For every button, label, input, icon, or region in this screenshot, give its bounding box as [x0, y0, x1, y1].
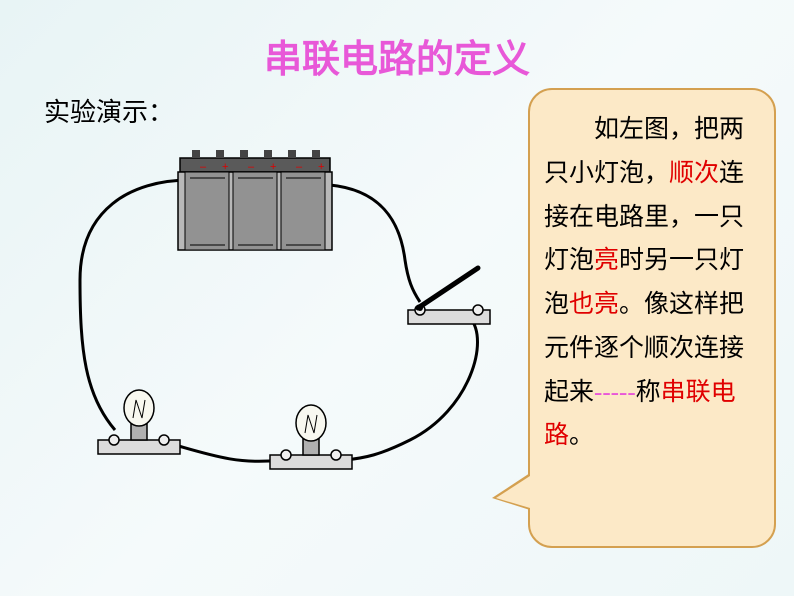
text-d: 亮	[594, 247, 619, 274]
text-h: -----	[594, 379, 636, 406]
subtitle: 实验演示：	[44, 92, 174, 129]
svg-text:–: –	[200, 161, 207, 173]
wire-top-right	[330, 185, 420, 302]
text-f: 也亮	[569, 291, 619, 318]
svg-text:+: +	[222, 161, 228, 173]
page-title: 串联电路的定义	[0, 0, 794, 83]
callout-tail	[496, 476, 530, 508]
svg-text:+: +	[318, 161, 324, 173]
battery-icon: – + – + – +	[178, 150, 332, 250]
bulb2-icon	[270, 405, 352, 469]
text-i: 称	[636, 379, 661, 406]
callout-bubble: 如左图，把两只小灯泡，顺次连接在电路里，一只灯泡亮时另一只灯泡也亮。像这样把元件…	[528, 88, 776, 548]
circuit-diagram: – + – + – +	[30, 130, 520, 510]
callout-content: 如左图，把两只小灯泡，顺次连接在电路里，一只灯泡亮时另一只灯泡也亮。像这样把元件…	[528, 88, 776, 548]
wire-bulb2-bulb1	[175, 445, 280, 461]
svg-text:–: –	[248, 161, 255, 173]
text-k: 。	[569, 422, 594, 449]
text-b: 顺次	[669, 160, 719, 187]
wire-switch-bulb2	[345, 318, 478, 460]
switch-icon	[408, 268, 490, 324]
svg-text:+: +	[270, 161, 276, 173]
svg-text:–: –	[296, 161, 303, 173]
